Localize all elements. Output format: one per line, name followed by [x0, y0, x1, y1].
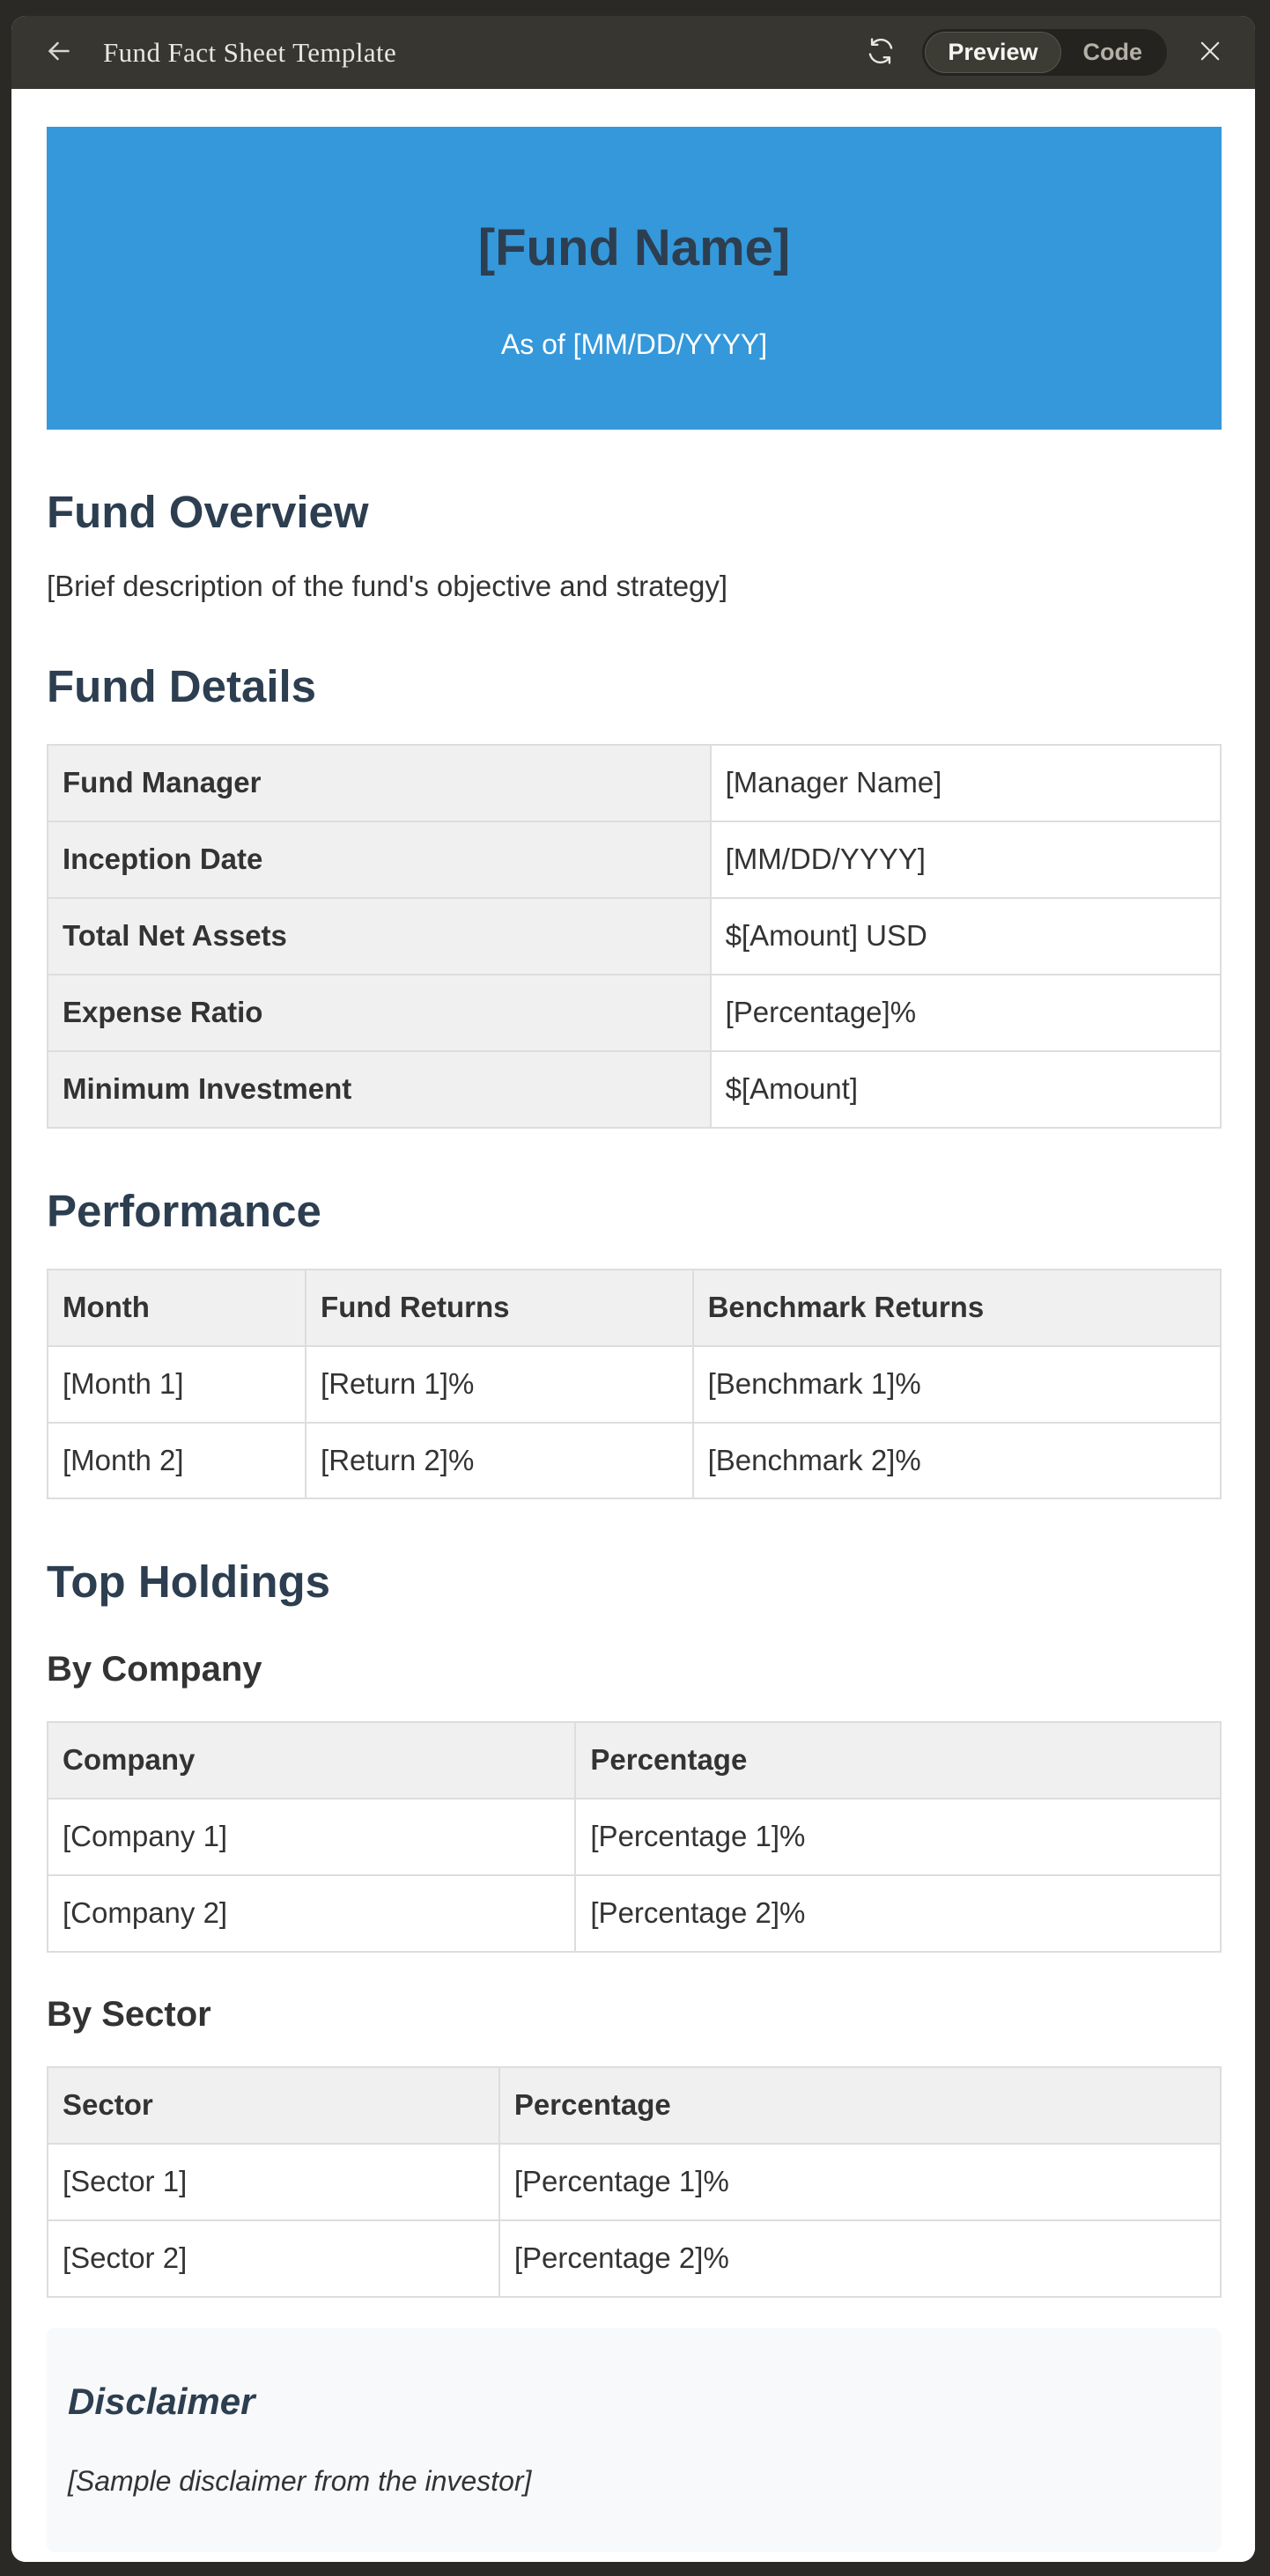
disclaimer-box: Disclaimer [Sample disclaimer from the i… [47, 2328, 1222, 2553]
table-row: [Sector 1] [Percentage 1]% [47, 2143, 1222, 2222]
refresh-button[interactable] [866, 36, 896, 69]
cell: [Percentage 1]% [498, 2143, 1222, 2222]
fund-overview-description: [Brief description of the fund's objecti… [47, 570, 728, 602]
cell: [Month 2] [46, 1421, 307, 1500]
detail-value: [Percentage]% [709, 973, 1222, 1052]
cell: [Company 1] [46, 1798, 577, 1877]
section-heading-top-holdings: Top Holdings [47, 1557, 330, 1608]
detail-label: Inception Date [47, 820, 712, 899]
cell: [Benchmark 1]% [691, 1344, 1222, 1424]
artifact-titlebar: Fund Fact Sheet Template Preview Code [11, 16, 1255, 89]
table-header-row: Month Fund Returns Benchmark Returns [46, 1268, 1222, 1347]
column-header: Sector [47, 2066, 500, 2145]
cell: [Percentage 1]% [574, 1798, 1222, 1877]
table-row: [Month 1] [Return 1]% [Benchmark 1]% [46, 1344, 1222, 1424]
detail-value: [MM/DD/YYYY] [709, 820, 1222, 899]
close-icon [1195, 36, 1225, 69]
detail-value: [Manager Name] [709, 743, 1222, 822]
table-row: [Company 2] [Percentage 2]% [46, 1874, 1222, 1954]
table-row: Inception Date [MM/DD/YYYY] [47, 820, 1222, 899]
cell: [Month 1] [46, 1344, 307, 1424]
detail-label: Fund Manager [47, 743, 712, 822]
table-row: [Month 2] [Return 2]% [Benchmark 2]% [46, 1421, 1222, 1500]
detail-label: Total Net Assets [47, 896, 712, 975]
column-header: Company [46, 1721, 577, 1800]
cell: [Company 2] [46, 1874, 577, 1954]
holdings-by-company-table: Company Percentage [Company 1] [Percenta… [46, 1721, 1222, 1954]
table-row: Minimum Investment $[Amount] [47, 1049, 1222, 1129]
detail-label: Minimum Investment [47, 1049, 712, 1129]
as-of-date: As of [MM/DD/YYYY] [500, 328, 768, 360]
section-heading-fund-overview: Fund Overview [47, 487, 369, 537]
refresh-icon [866, 36, 896, 69]
subsection-heading-by-sector: By Sector [47, 1995, 211, 2035]
detail-label: Expense Ratio [47, 973, 712, 1052]
close-button[interactable] [1195, 36, 1225, 69]
table-row: [Company 1] [Percentage 1]% [46, 1798, 1222, 1877]
preview-code-toggle: Preview Code [922, 29, 1167, 76]
cell: [Return 1]% [305, 1344, 694, 1424]
disclaimer-text: [Sample disclaimer from the investor] [68, 2465, 532, 2498]
column-header: Percentage [498, 2066, 1222, 2145]
table-header-row: Sector Percentage [47, 2066, 1222, 2145]
table-row: Expense Ratio [Percentage]% [47, 973, 1222, 1052]
performance-table: Month Fund Returns Benchmark Returns [Mo… [46, 1268, 1222, 1500]
cell: [Sector 1] [47, 2143, 500, 2222]
cell: [Sector 2] [47, 2219, 500, 2299]
cell: [Benchmark 2]% [691, 1421, 1222, 1500]
holdings-by-sector-table: Sector Percentage [Sector 1] [Percentage… [47, 2066, 1222, 2299]
cell: [Percentage 2]% [574, 1874, 1222, 1954]
tab-code[interactable]: Code [1061, 32, 1165, 73]
artifact-title: Fund Fact Sheet Template [103, 36, 397, 68]
fund-details-table: Fund Manager [Manager Name] Inception Da… [47, 743, 1222, 1129]
detail-value: $[Amount] USD [709, 896, 1222, 975]
artifact-window: Fund Fact Sheet Template Preview Code [11, 16, 1255, 2562]
table-row: Total Net Assets $[Amount] USD [47, 896, 1222, 975]
cell: [Percentage 2]% [498, 2219, 1222, 2299]
section-heading-performance: Performance [47, 1185, 321, 1236]
column-header: Benchmark Returns [691, 1268, 1222, 1347]
fund-header-banner: [Fund Name] As of [MM/DD/YYYY] [47, 127, 1222, 430]
table-row: Fund Manager [Manager Name] [47, 743, 1222, 822]
tab-preview[interactable]: Preview [925, 32, 1061, 73]
column-header: Month [46, 1268, 307, 1347]
column-header: Fund Returns [305, 1268, 694, 1347]
cell: [Return 2]% [305, 1421, 694, 1500]
table-header-row: Company Percentage [46, 1721, 1222, 1800]
subsection-heading-by-company: By Company [47, 1650, 262, 1689]
artifact-preview-scroll-area[interactable]: [Fund Name] As of [MM/DD/YYYY] Fund Over… [11, 89, 1255, 2562]
back-arrow-icon [43, 35, 75, 70]
back-button[interactable] [43, 35, 75, 70]
column-header: Percentage [574, 1721, 1222, 1800]
section-heading-fund-details: Fund Details [47, 660, 317, 711]
disclaimer-heading: Disclaimer [68, 2381, 255, 2423]
detail-value: $[Amount] [709, 1049, 1222, 1129]
table-row: [Sector 2] [Percentage 2]% [47, 2219, 1222, 2299]
fund-name-title: [Fund Name] [477, 219, 791, 276]
